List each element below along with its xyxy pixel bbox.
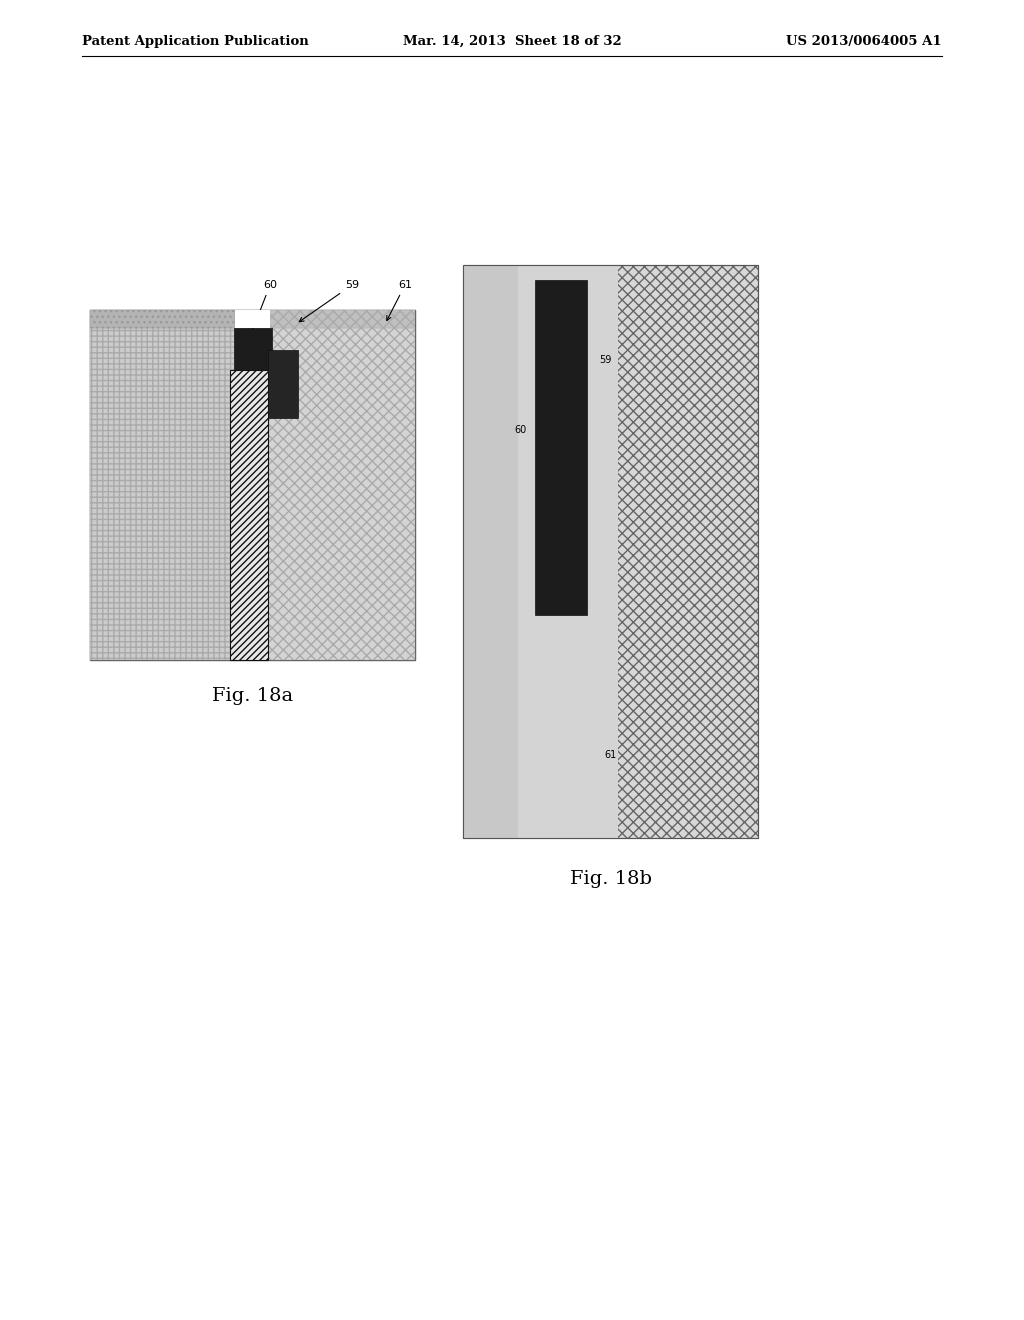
Bar [234,327,272,370]
Bar [234,327,415,660]
Bar [90,310,234,327]
Bar [535,280,587,615]
Bar [234,310,415,327]
Text: Patent Application Publication: Patent Application Publication [82,36,309,48]
Text: 59: 59 [599,355,611,366]
Text: 60: 60 [515,425,527,436]
Bar [234,310,415,327]
Bar [463,265,518,838]
Bar [268,350,298,418]
Text: Fig. 18b: Fig. 18b [569,870,651,888]
Bar [518,265,618,838]
Bar [463,265,758,838]
Bar [90,310,415,660]
Bar [463,265,758,838]
Text: US 2013/0064005 A1: US 2013/0064005 A1 [786,36,942,48]
Text: 61: 61 [387,280,412,321]
Text: 60: 60 [249,280,278,338]
Bar [90,310,234,327]
Text: Fig. 18a: Fig. 18a [212,686,293,705]
Bar [234,310,270,327]
Text: Mar. 14, 2013  Sheet 18 of 32: Mar. 14, 2013 Sheet 18 of 32 [402,36,622,48]
Text: 59: 59 [299,280,359,322]
Bar [90,327,234,660]
Text: 61: 61 [604,750,616,760]
Bar [90,327,234,660]
Bar [230,370,268,660]
